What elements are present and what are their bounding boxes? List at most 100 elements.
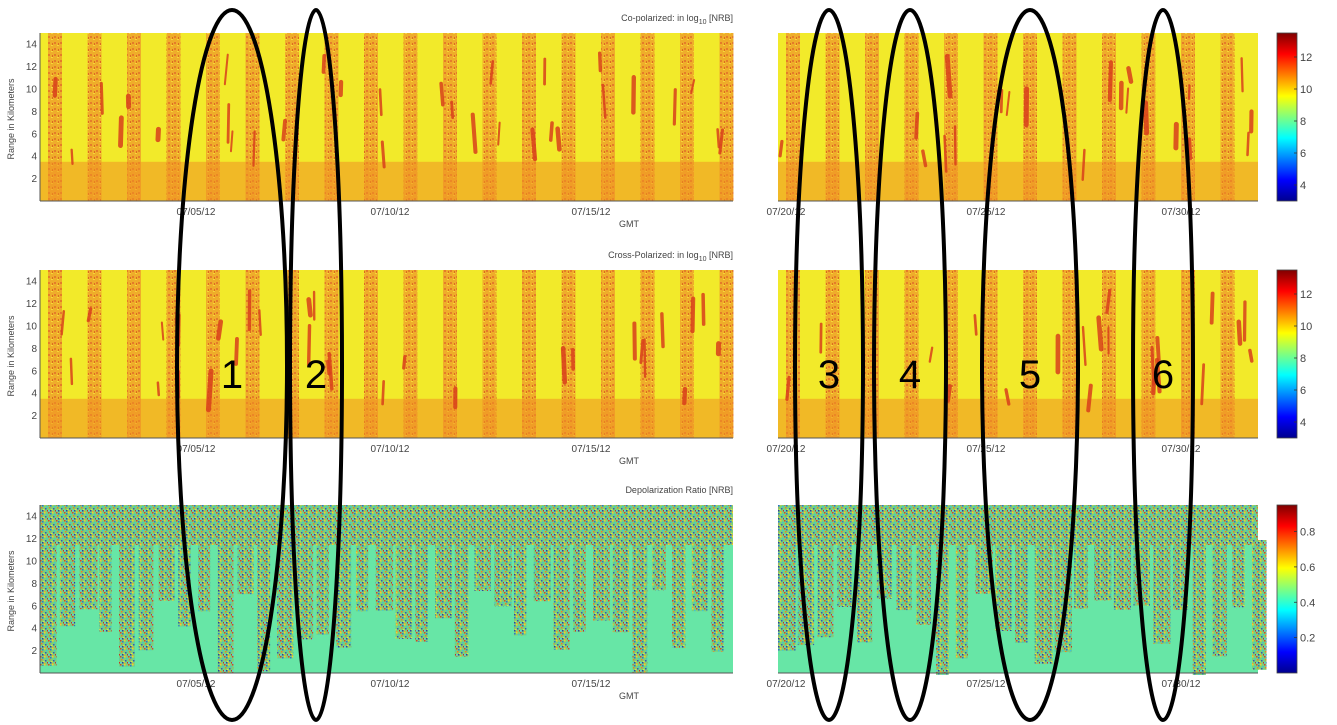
depol-noise-finger — [1252, 540, 1267, 670]
y-tick-label: 8 — [31, 344, 37, 355]
panel-2-segment-1 — [40, 270, 734, 439]
diurnal-stripe — [719, 33, 734, 201]
y-tick-label: 8 — [31, 107, 37, 118]
colorbar-tick-label: 0.8 — [1300, 527, 1315, 539]
cloud-streak — [223, 53, 229, 86]
ellipse-2 — [288, 8, 344, 722]
depol-noise-finger — [837, 540, 852, 607]
depol-noise-finger — [474, 540, 491, 591]
x-tick-label: 07/05/12 — [177, 207, 216, 218]
depol-noise-finger — [435, 540, 452, 619]
cloud-streak — [1143, 100, 1150, 136]
y-tick-label: 12 — [26, 62, 38, 73]
colorbar-tick-label: 12 — [1300, 52, 1312, 64]
y-tick-label: 10 — [26, 557, 38, 568]
cloud-streak — [914, 111, 920, 140]
diurnal-stripe — [127, 270, 141, 438]
depol-noise-finger — [533, 540, 551, 602]
cloud-streak — [597, 51, 603, 73]
diurnal-stripe — [403, 33, 418, 201]
depol-noise-finger — [395, 540, 413, 639]
depol-noise-finger — [198, 540, 211, 612]
annotation-label-2: 2 — [305, 353, 327, 397]
ellipse-3 — [793, 8, 865, 722]
cloud-streak — [660, 312, 665, 349]
cloud-streak — [555, 126, 562, 152]
depol-noise-finger — [158, 540, 175, 601]
y-tick-label: 2 — [31, 646, 37, 657]
cloud-streak — [1248, 348, 1254, 363]
y-tick-label: 8 — [31, 579, 37, 590]
panel-1-segment-1 — [40, 33, 734, 202]
depol-noise-finger — [1094, 540, 1112, 601]
x-tick-label: 07/05/12 — [177, 444, 216, 455]
depol-noise-finger — [1015, 540, 1028, 644]
diurnal-stripe — [482, 33, 497, 201]
y-axis-label: Range in Kilometers — [6, 550, 16, 632]
depol-noise-finger — [217, 540, 234, 673]
y-tick-label: 14 — [26, 512, 38, 523]
ellipse-4 — [872, 8, 948, 722]
cloud-streak — [999, 88, 1004, 114]
colorbar — [1276, 269, 1298, 439]
depol-noise-finger — [672, 540, 686, 648]
depol-noise-finger — [691, 540, 708, 612]
diurnal-stripe — [364, 33, 378, 201]
cloud-streak — [1155, 335, 1161, 365]
diurnal-stripe — [601, 270, 615, 438]
cloud-streak — [1155, 357, 1162, 394]
cloud-streak — [682, 386, 688, 406]
cloud-streak — [160, 321, 165, 341]
y-tick-label: 12 — [26, 534, 38, 545]
x-tick-label: 07/30/12 — [1162, 444, 1201, 455]
cloud-streak — [944, 53, 953, 99]
cloud-streak — [1081, 325, 1087, 367]
depol-noise-finger — [1034, 540, 1053, 664]
cloud-streak — [118, 115, 124, 149]
diurnal-stripe — [48, 33, 62, 201]
depol-noise-finger — [119, 540, 135, 667]
depol-noise-finger — [1232, 540, 1245, 608]
cloud-streak — [470, 112, 478, 154]
x-tick-label: 07/30/12 — [1162, 207, 1201, 218]
diurnal-stripe — [166, 33, 181, 201]
cloud-streak — [306, 324, 312, 367]
cloud-streak — [672, 88, 677, 126]
depol-noise-finger — [277, 540, 294, 659]
diurnal-stripe — [364, 270, 378, 438]
depol-noise-finger — [711, 540, 724, 652]
depol-noise-finger — [375, 540, 394, 611]
cloud-streak — [281, 118, 287, 142]
y-axis-label: Range in Kilometers — [6, 315, 16, 397]
diurnal-stripe — [324, 33, 339, 201]
depol-noise-finger — [514, 540, 527, 636]
x-tick-label: 07/15/12 — [572, 444, 611, 455]
depol-noise-finger — [817, 540, 834, 638]
x-tick-label: 07/05/12 — [177, 679, 216, 690]
x-tick-label: 07/25/12 — [967, 679, 1006, 690]
x-tick-label: 07/15/12 — [572, 679, 611, 690]
cloud-streak — [1209, 291, 1215, 325]
x-tick-label: 07/20/12 — [767, 207, 806, 218]
depol-noise-finger — [138, 540, 154, 651]
y-tick-label: 14 — [26, 277, 38, 288]
depol-noise-finger — [1153, 540, 1171, 644]
diurnal-stripe — [786, 33, 800, 201]
y-tick-label: 6 — [31, 366, 37, 377]
depol-noise-finger — [1212, 540, 1227, 657]
depol-noise-finger — [612, 540, 630, 633]
cloud-streak — [973, 314, 978, 336]
cloud-streak — [1240, 57, 1244, 93]
depol-noise-finger — [553, 540, 570, 650]
cloud-streak — [306, 297, 313, 318]
colorbar — [1276, 32, 1298, 202]
colorbar-tick-label: 0.6 — [1300, 562, 1315, 574]
cloud-streak — [86, 307, 93, 323]
diurnal-stripe — [904, 33, 919, 201]
x-tick-label: 07/25/12 — [967, 444, 1006, 455]
cloud-streak — [560, 346, 568, 385]
diurnal-stripe — [1220, 33, 1235, 201]
cloud-streak — [1126, 66, 1134, 84]
